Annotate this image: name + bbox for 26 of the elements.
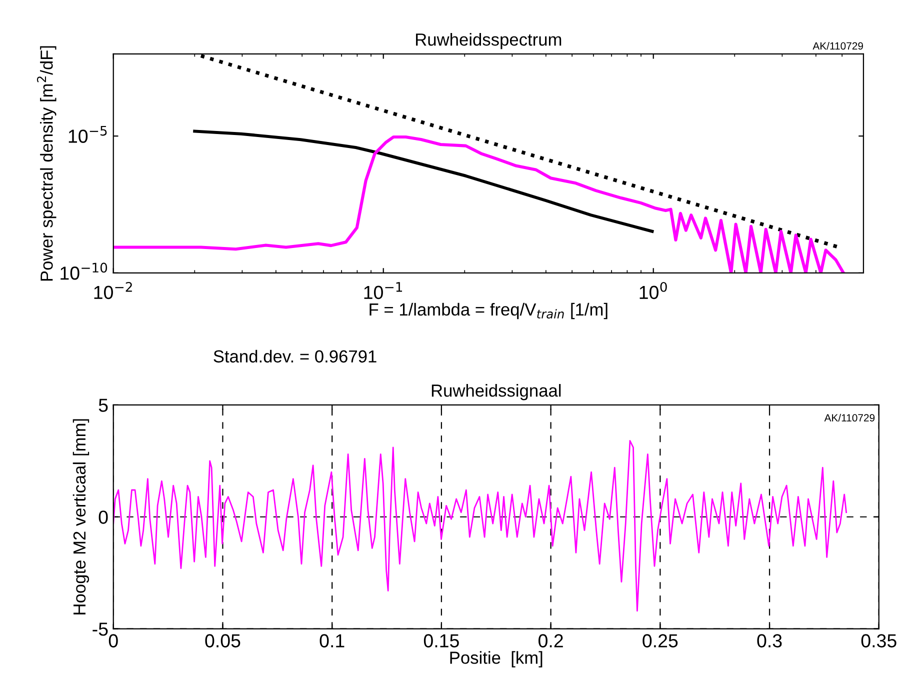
y-tick-label: 5 [98,398,108,412]
x-tick-label: 0.1 [320,634,344,648]
x-tick-label: 0.15 [424,634,459,648]
chart-title: Ruwheidssignaal [432,384,561,400]
x-tick-label: 0.25 [642,634,678,648]
y-tick-label: 0 [98,510,108,524]
y-axis-title: Hoogte M2 verticaal [mm] [72,419,90,614]
x-tick-label: 0.35 [861,634,896,648]
x-tick-label: 10$^{−2}$ [94,282,132,300]
x-tick-label: 10$^{0}$ [640,282,667,300]
x-axis-title: F = 1/lambda = freq/V$_{train}$ [1/m] [370,302,608,320]
x-tick-label: 10$^{−1}$ [364,282,402,300]
annotation: AK/110729 [824,414,875,422]
y-axis-title: Power spectral density [m$^{2}$/dF] [36,46,56,281]
y-tick-label: -5 [92,622,108,636]
y-tick-label: 10$^{−10}$ [60,262,108,280]
chart-title: Ruwheidsspectrum [416,32,562,50]
x-tick-label: 0 [108,634,118,648]
text: Stand.dev. = 0.96791 [214,350,376,363]
x-axis-title: Positie [km] [450,651,542,668]
text: AK/110729 [812,42,863,50]
x-tick-label: 0.3 [757,634,782,648]
y-tick-label: 10$^{−5}$ [68,126,107,143]
line-series [113,440,847,612]
x-tick-label: 0.05 [205,634,240,648]
x-tick-label: 0.2 [538,634,563,648]
